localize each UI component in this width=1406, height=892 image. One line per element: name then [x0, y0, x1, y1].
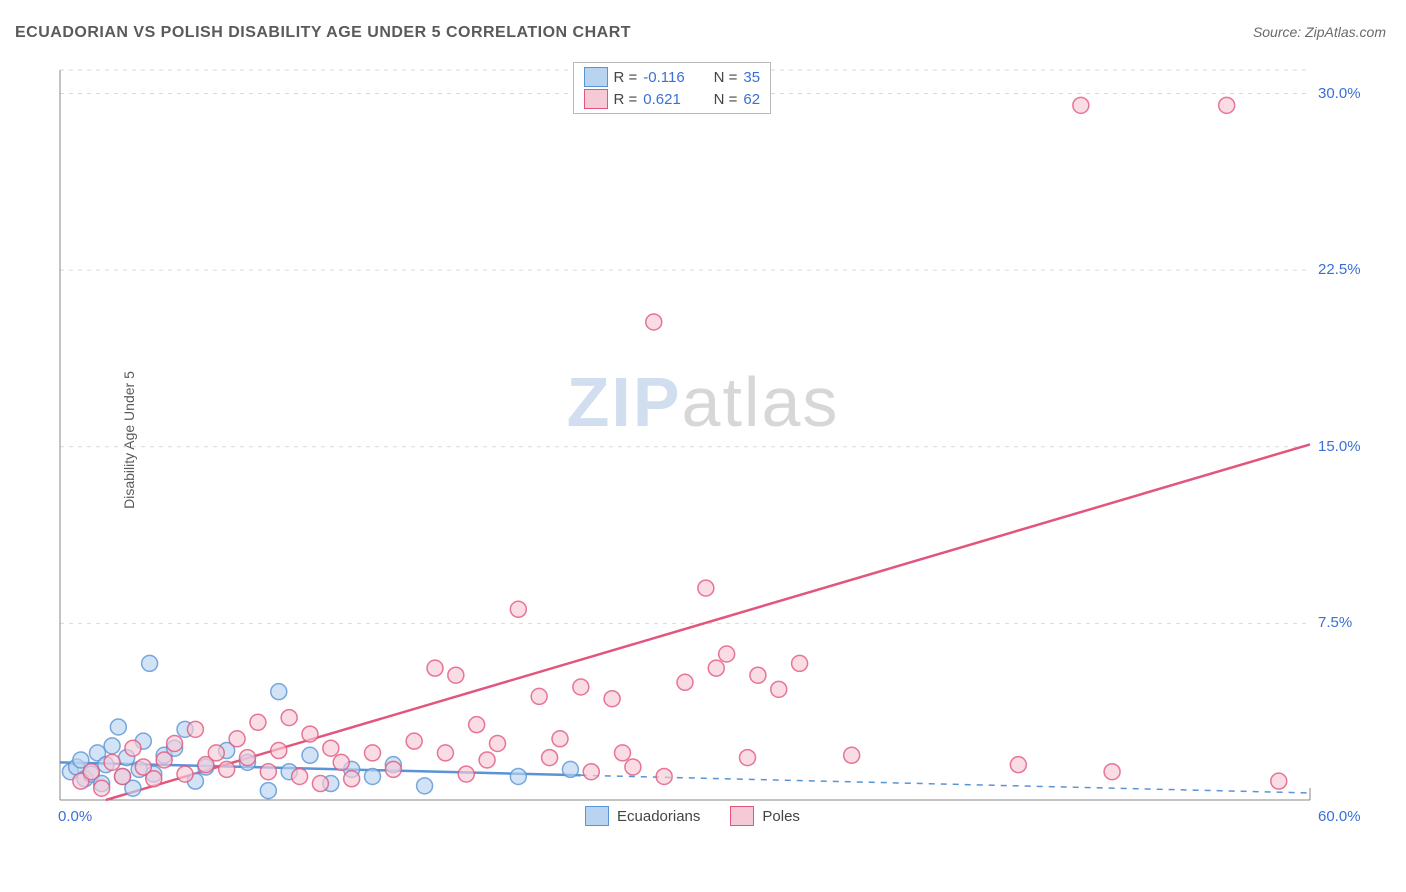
y-tick-label: 30.0% [1318, 85, 1361, 102]
legend-r-value: -0.116 [643, 69, 699, 86]
legend-n-value: 35 [743, 69, 760, 86]
legend-n-value: 62 [743, 91, 760, 108]
chart-source: Source: ZipAtlas.com [1253, 24, 1386, 40]
series-legend-item: Poles [730, 806, 800, 826]
x-tick-label: 60.0% [1318, 808, 1361, 825]
series-legend-item: Ecuadorians [585, 806, 700, 826]
legend-swatch [584, 89, 608, 109]
series-legend-label: Poles [762, 808, 800, 825]
legend-r-label: R = [614, 91, 638, 108]
y-tick-label: 22.5% [1318, 261, 1361, 278]
legend-row: R = -0.116 N = 35 [584, 67, 761, 87]
series-legend-label: Ecuadorians [617, 808, 700, 825]
legend-r-label: R = [614, 69, 638, 86]
y-tick-label: 7.5% [1318, 614, 1352, 631]
legend-n-label: N = [705, 69, 737, 86]
legend-r-value: 0.621 [643, 91, 699, 108]
correlation-legend: R = -0.116 N = 35R = 0.621 N = 62 [573, 62, 772, 114]
legend-swatch [584, 67, 608, 87]
x-tick-label: 0.0% [58, 808, 92, 825]
chart-title: ECUADORIAN VS POLISH DISABILITY AGE UNDE… [15, 24, 631, 42]
scatter-chart [50, 60, 1356, 820]
chart-area: Disability Age Under 5 ZIPatlas R = -0.1… [50, 60, 1356, 820]
legend-swatch [585, 806, 609, 826]
legend-swatch [730, 806, 754, 826]
legend-row: R = 0.621 N = 62 [584, 89, 761, 109]
y-tick-label: 15.0% [1318, 438, 1361, 455]
legend-n-label: N = [705, 91, 737, 108]
series-legend: Ecuadorians Poles [585, 806, 800, 826]
